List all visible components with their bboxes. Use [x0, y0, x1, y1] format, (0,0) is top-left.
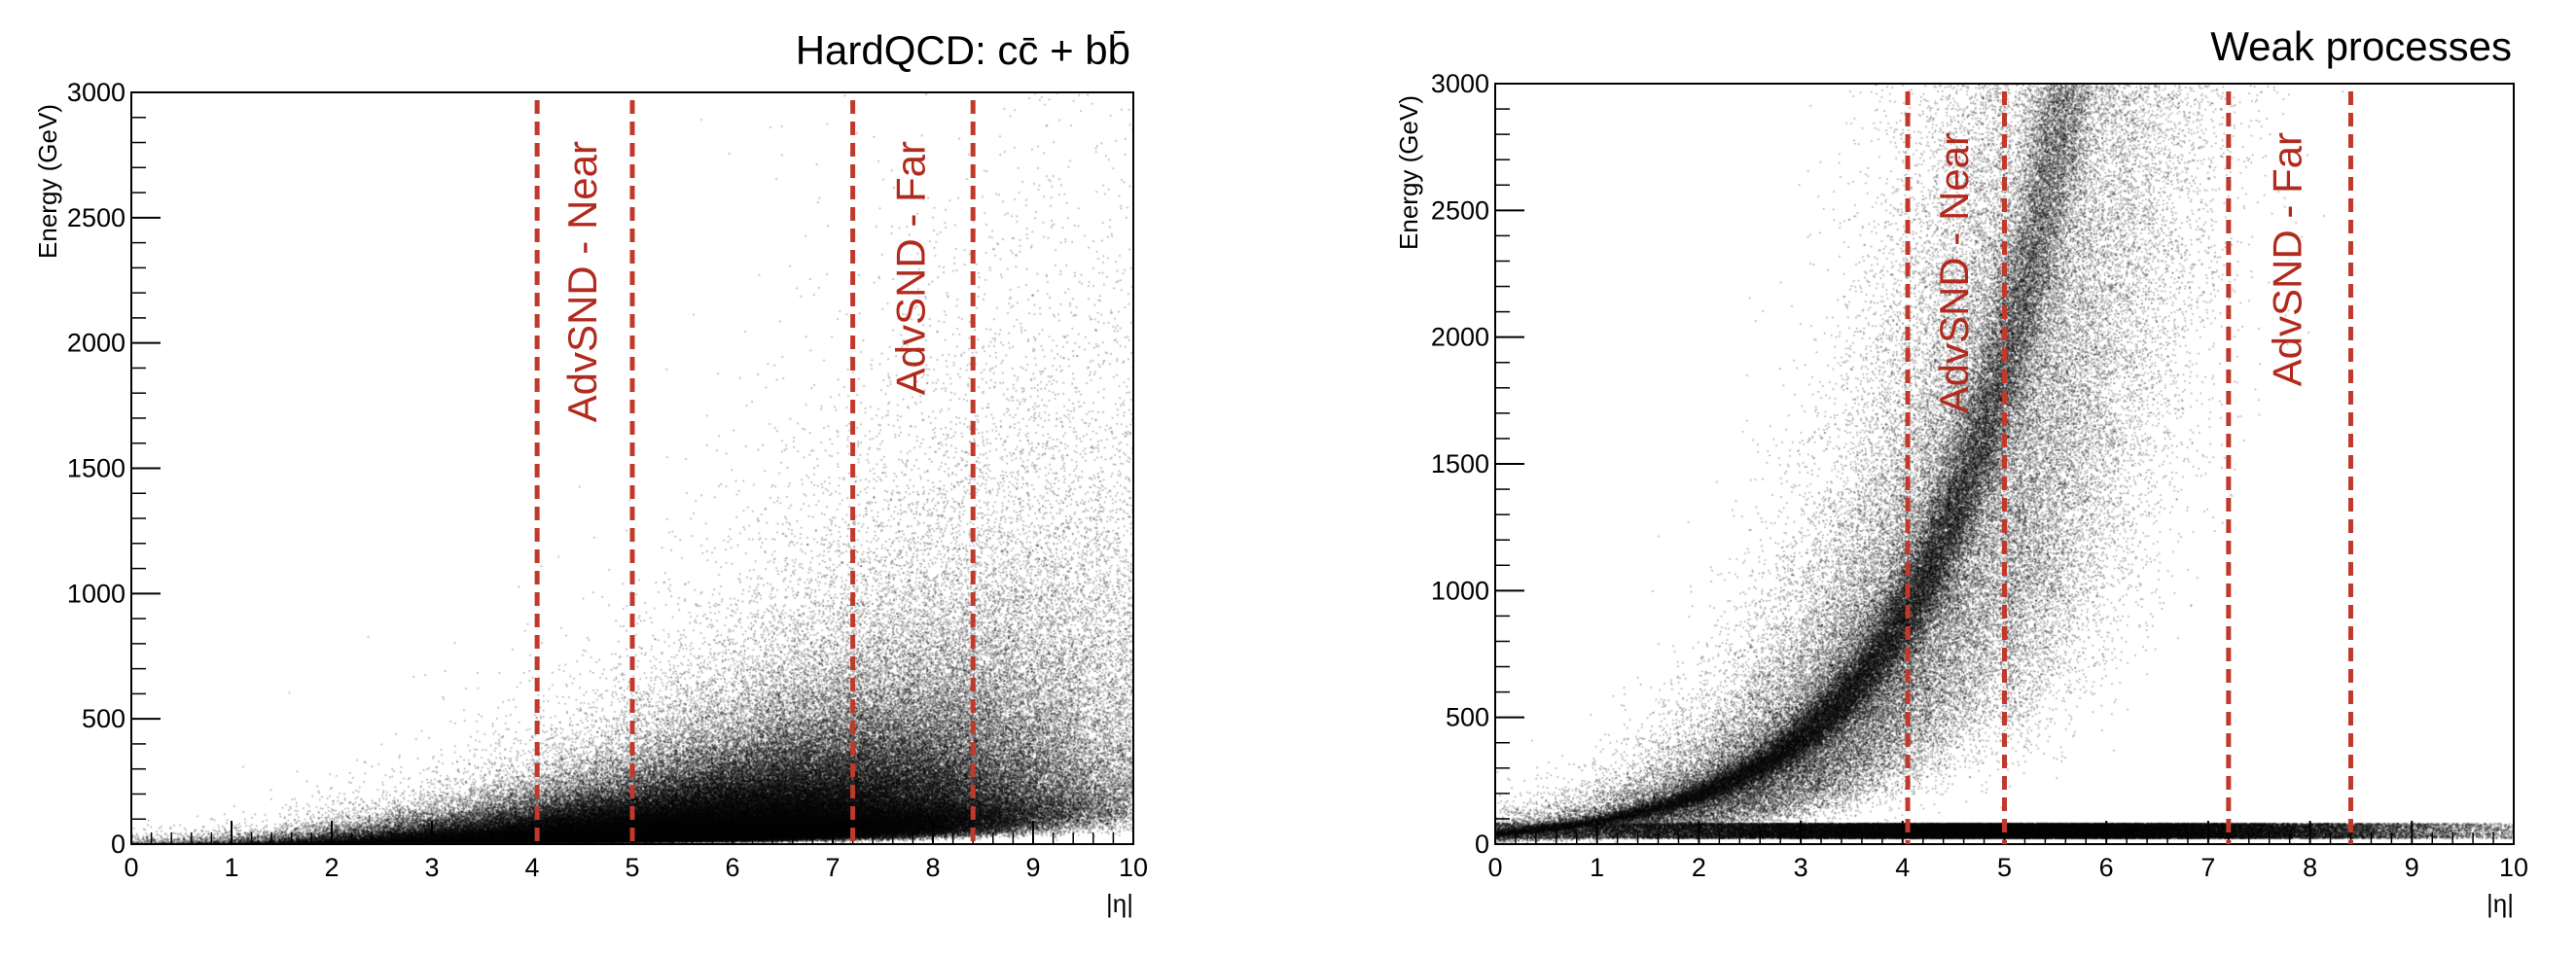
- x-tick-label: 9: [1025, 853, 1040, 882]
- x-tick-label: 5: [1997, 853, 2012, 882]
- y-axis-label: Energy (GeV): [33, 104, 62, 259]
- x-tick-label: 7: [2200, 853, 2215, 882]
- x-tick-label: 2: [1692, 853, 1706, 882]
- y-tick-label: 1500: [67, 454, 125, 483]
- x-tick-label: 0: [124, 853, 138, 882]
- chart-title: Weak processes: [2210, 23, 2512, 69]
- x-tick-label: 3: [424, 853, 439, 882]
- chart-panel-weak: 0 1 2 3 4 5 6 7 8 9 10 0 500 1000 1500 2000 2500 3000 AdvS…: [1288, 0, 2576, 955]
- x-tick-label: 5: [625, 853, 639, 882]
- y-tick-label: 1000: [1431, 576, 1489, 605]
- x-tick-label: 1: [224, 853, 238, 882]
- x-tick-label: 8: [925, 853, 940, 882]
- y-axis-label: Energy (GeV): [1394, 95, 1423, 250]
- region-label-near: AdvSND - Near: [559, 141, 605, 422]
- x-tick-label: 10: [1119, 853, 1148, 882]
- chart-weak-processes: 0 1 2 3 4 5 6 7 8 9 10 0 500 1000 1500 2000 2500 3000 AdvS…: [1394, 23, 2528, 918]
- x-tick-label: 2: [324, 853, 339, 882]
- region-label-near: AdvSND - Near: [1931, 132, 1977, 413]
- x-tick-label: 1: [1590, 853, 1604, 882]
- x-tick-label: 9: [2405, 853, 2419, 882]
- x-tick-label: 7: [825, 853, 840, 882]
- x-tick-label: 3: [1794, 853, 1808, 882]
- y-tick-label: 2000: [1431, 323, 1489, 352]
- y-tick-label: 3000: [67, 78, 125, 107]
- y-tick-label: 3000: [1431, 69, 1489, 98]
- x-tick-label: 0: [1487, 853, 1502, 882]
- chart-title: HardQCD: cc̄ + bb̄: [796, 27, 1130, 73]
- y-tick-label: 2000: [67, 329, 125, 358]
- y-tick-label: 2500: [1431, 195, 1489, 225]
- region-label-far: AdvSND - Far: [887, 141, 933, 395]
- y-tick-label: 0: [111, 830, 125, 859]
- y-tick-label: 0: [1475, 830, 1489, 859]
- chart-panel-hardqcd: 0 1 2 3 4 5 6 7 8 9 10 0 500 1000 1500 2000 2500 3000 AdvS…: [33, 27, 1148, 918]
- x-tick-label: 6: [725, 853, 739, 882]
- x-tick-label: 4: [1895, 853, 1910, 882]
- x-tick-label: 10: [2499, 853, 2528, 882]
- y-tick-label: 500: [1446, 703, 1489, 732]
- x-axis-label: |η|: [1106, 889, 1133, 918]
- y-tick-label: 1500: [1431, 449, 1489, 478]
- y-tick-label: 1000: [67, 579, 125, 608]
- x-tick-label: 4: [524, 853, 539, 882]
- region-label-far: AdvSND - Far: [2265, 132, 2310, 386]
- x-tick-label: 8: [2303, 853, 2317, 882]
- y-tick-label: 2500: [67, 203, 125, 232]
- x-axis-label: |η|: [2487, 889, 2514, 918]
- x-tick-label: 6: [2099, 853, 2114, 882]
- y-tick-label: 500: [82, 704, 125, 733]
- chart-hardqcd: 0 1 2 3 4 5 6 7 8 9 10 0 500 1000 1500 2000 2500 3000 AdvS…: [33, 27, 1148, 918]
